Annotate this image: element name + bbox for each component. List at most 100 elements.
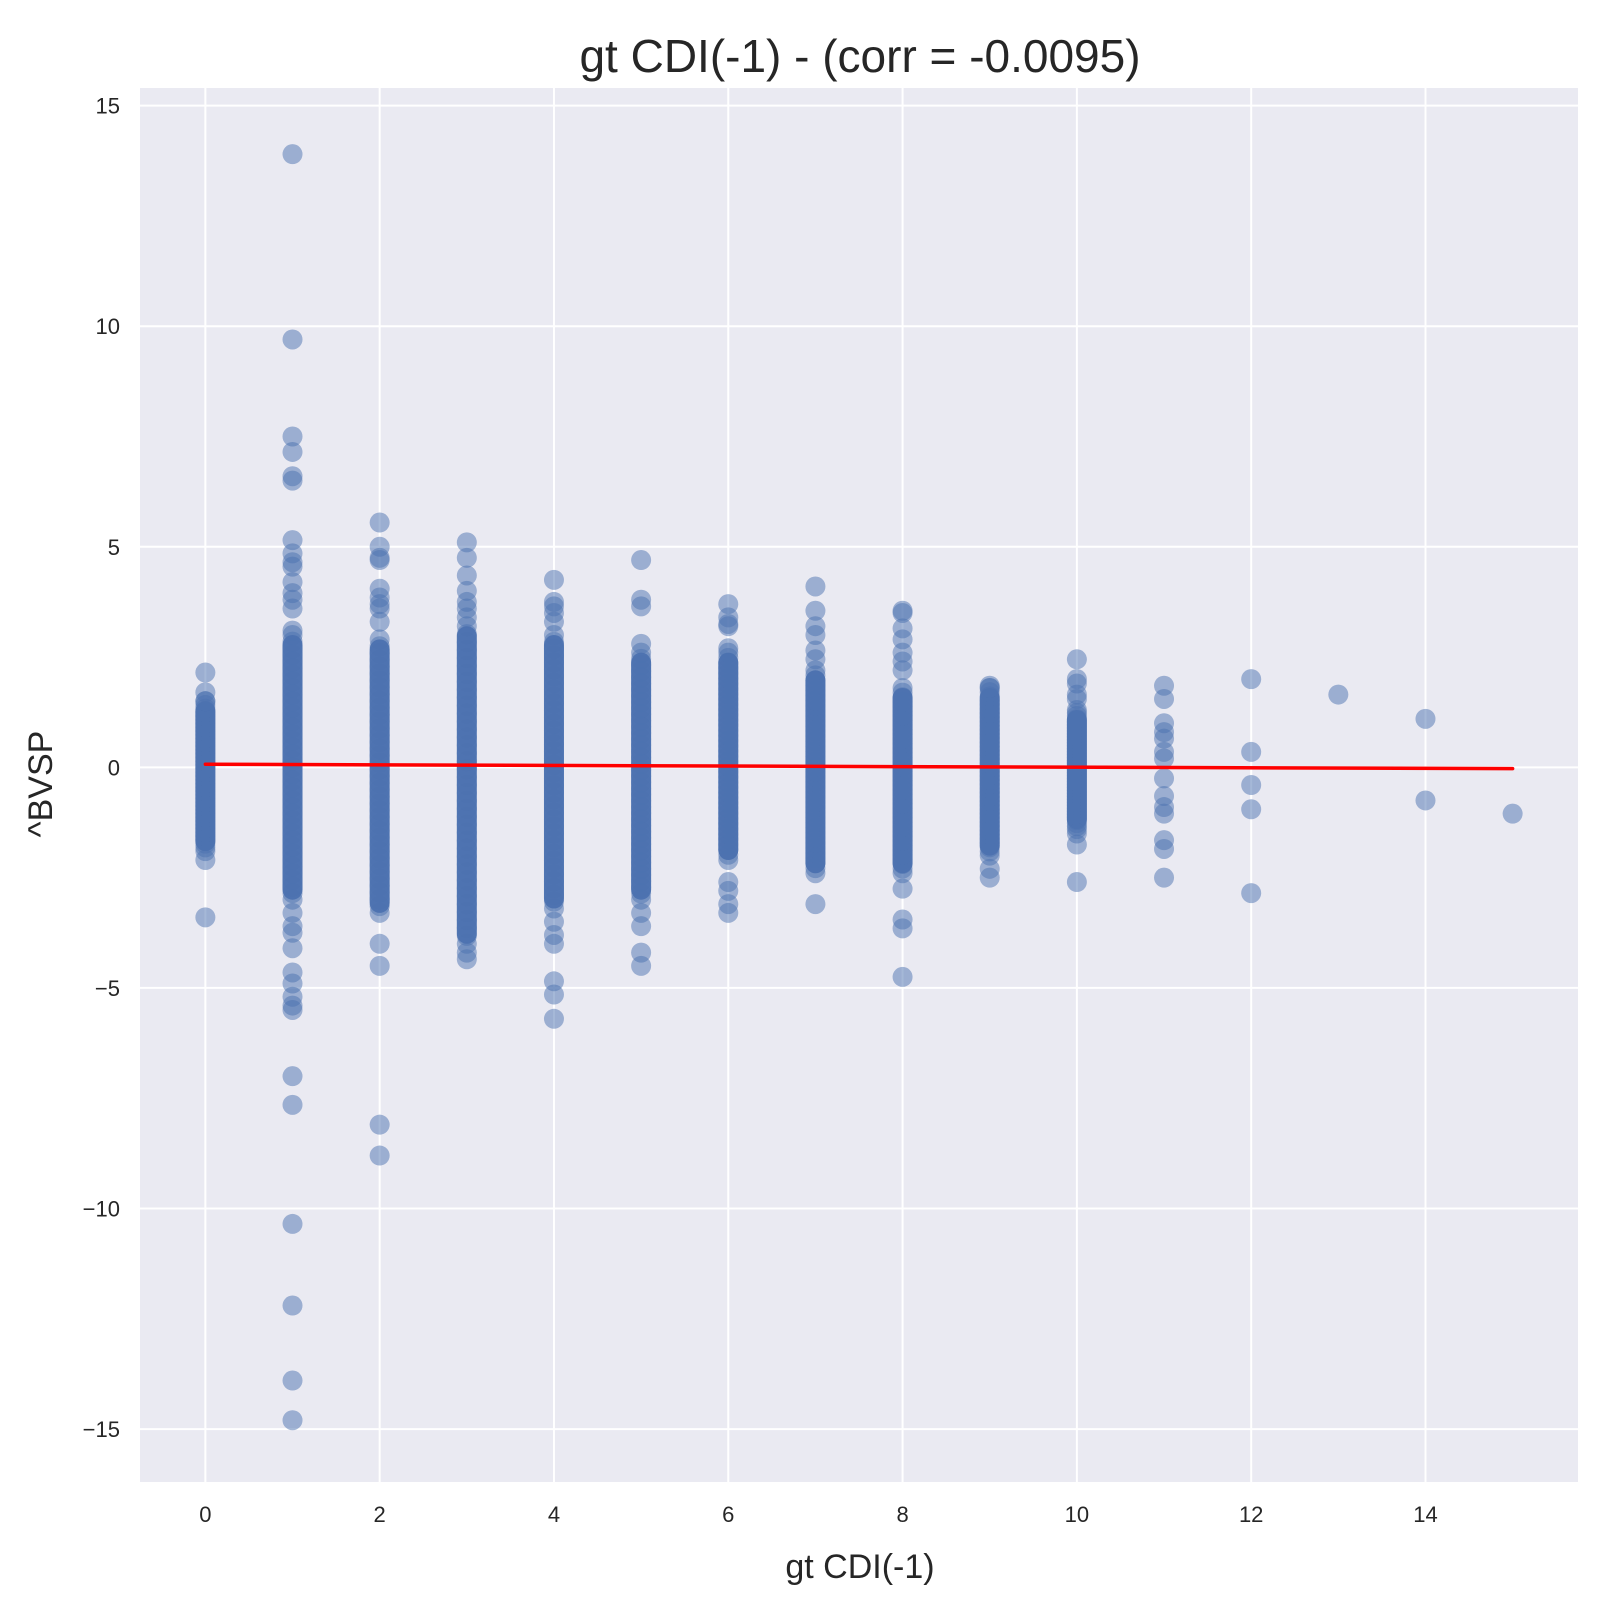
scatter-point [369, 933, 390, 954]
scatter-point [1415, 708, 1436, 729]
scatter-point [805, 600, 826, 621]
scatter-point [282, 1213, 303, 1234]
scatter-point [1241, 669, 1262, 690]
y-tick-label: −10 [83, 1196, 120, 1221]
scatter-point [805, 649, 826, 670]
scatter-point [1241, 799, 1262, 820]
scatter-point [718, 638, 739, 659]
scatter-point [282, 1295, 303, 1316]
x-tick-label: 8 [896, 1502, 908, 1527]
scatter-point [805, 625, 826, 646]
scatter-point [1066, 872, 1087, 893]
scatter-point [282, 329, 303, 350]
scatter-point [195, 662, 216, 683]
scatter-point [1241, 775, 1262, 795]
scatter-point [369, 1114, 390, 1135]
scatter-point [1066, 688, 1087, 709]
y-tick-label: −5 [95, 976, 120, 1001]
x-tick-label: 6 [722, 1502, 734, 1527]
scatter-point [282, 620, 303, 641]
regression-line-layer [203, 762, 1515, 771]
scatter-point [631, 633, 652, 654]
scatter-point [892, 918, 913, 939]
scatter-point [892, 878, 913, 899]
scatter-point [456, 547, 477, 568]
scatter-point [1154, 748, 1175, 769]
scatter-point [1502, 803, 1523, 824]
y-tick-label: 10 [96, 314, 120, 339]
scatter-point [543, 984, 564, 1005]
scatter-points [195, 144, 1523, 1431]
scatter-point [282, 470, 303, 491]
scatter-point [979, 677, 1000, 698]
scatter-point [805, 576, 826, 597]
scatter-point [718, 613, 739, 634]
scatter-point [631, 955, 652, 976]
scatter-point [1154, 803, 1175, 824]
scatter-point [892, 966, 913, 987]
y-axis-label: ^BVSP [22, 731, 60, 838]
scatter-point [1154, 867, 1175, 888]
scatter-point [543, 569, 564, 590]
scatter-point [1241, 883, 1262, 904]
plot-area [140, 88, 1578, 1482]
x-tick-label: 0 [199, 1502, 211, 1527]
scatter-point [1154, 768, 1175, 789]
scatter-point [369, 955, 390, 976]
scatter-point [456, 949, 477, 970]
y-tick-label: −15 [83, 1417, 120, 1442]
scatter-point [979, 867, 1000, 888]
scatter-point [631, 550, 652, 571]
scatter-point [631, 596, 652, 617]
scatter-point [631, 916, 652, 937]
regression-line [203, 762, 1515, 771]
scatter-point [369, 512, 390, 533]
x-tick-label: 4 [548, 1502, 560, 1527]
scatter-point [718, 902, 739, 923]
scatter-point [282, 922, 303, 943]
scatter-point [456, 532, 477, 553]
x-tick-label: 14 [1413, 1502, 1437, 1527]
y-tick-label: 5 [108, 535, 120, 560]
scatter-point [195, 907, 216, 928]
scatter-point [1241, 741, 1262, 762]
scatter-point [456, 607, 477, 628]
scatter-point [282, 1370, 303, 1391]
x-axis-label: gt CDI(-1) [785, 1548, 934, 1586]
scatter-point [543, 1008, 564, 1029]
scatter-point [543, 611, 564, 632]
scatter-point [369, 629, 390, 650]
scatter-point [543, 933, 564, 954]
scatter-point [1066, 649, 1087, 670]
chart-title: gt CDI(-1) - (corr = -0.0095) [579, 30, 1140, 82]
scatter-point [282, 1410, 303, 1431]
scatter-point [1415, 790, 1436, 811]
scatter-point [369, 1145, 390, 1166]
y-tick-label: 15 [96, 94, 120, 119]
scatter-point [282, 441, 303, 462]
scatter-point [195, 849, 216, 870]
scatter-point [805, 894, 826, 915]
scatter-point [282, 938, 303, 959]
scatter-point [369, 550, 390, 571]
scatter-point [282, 999, 303, 1020]
scatter-point [456, 565, 477, 586]
scatter-point [1066, 834, 1087, 855]
scatter-point [1328, 684, 1349, 705]
x-tick-label: 12 [1239, 1502, 1263, 1527]
scatter-point [282, 426, 303, 447]
scatter-point [282, 144, 303, 165]
y-tick-label: 0 [108, 755, 120, 780]
scatter-point [282, 1094, 303, 1115]
scatter-point [1154, 838, 1175, 859]
scatter-point [1154, 688, 1175, 709]
scatter-point [892, 677, 913, 698]
tick-labels: 0 2 4 6 8 10 12 14 −15 −10 −5 0 5 10 15 [83, 94, 1438, 1527]
scatter-point [892, 660, 913, 681]
scatter-point [282, 598, 303, 619]
scatter-point [282, 556, 303, 577]
scatter-point [369, 611, 390, 632]
scatter-point [195, 691, 216, 712]
